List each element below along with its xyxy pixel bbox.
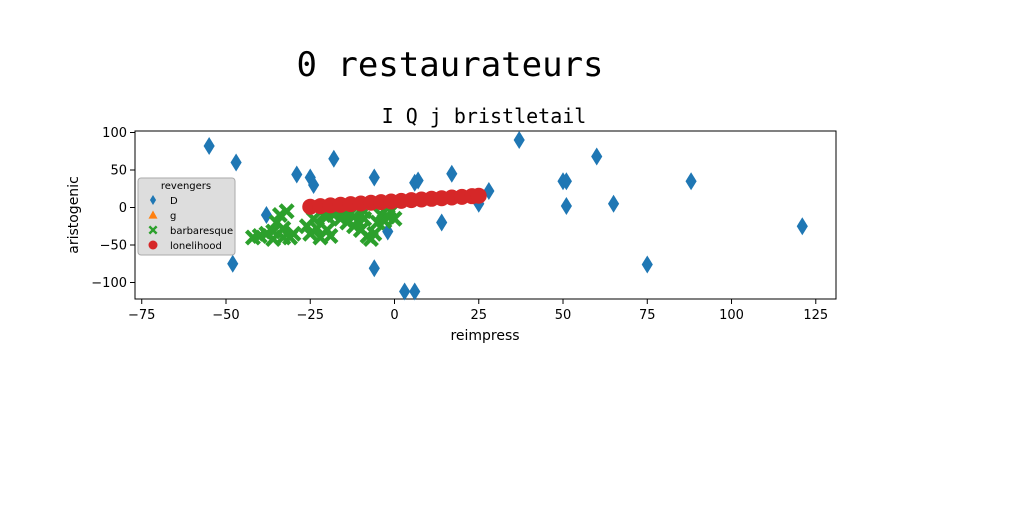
x-tick-label: −75: [128, 308, 155, 323]
chart-suptitle: 0 restaurateurs: [296, 45, 603, 85]
point-D: [291, 165, 303, 184]
legend-marker-barbaresque: [148, 225, 158, 235]
point-barbaresque: [285, 225, 302, 242]
x-tick-label: 0: [390, 308, 398, 323]
point-D: [591, 147, 603, 166]
legend-marker-lonelihood: [148, 240, 158, 250]
legend-entries: Dg barbaresque lonelihood: [148, 195, 233, 252]
x-tick-label: 75: [639, 308, 656, 323]
point-lonelihood: [470, 187, 487, 204]
legend-entry-label: lonelihood: [170, 241, 222, 252]
point-D: [685, 172, 697, 191]
y-axis-label: aristogenic: [66, 176, 82, 254]
point-D: [308, 176, 320, 194]
point-D: [230, 153, 242, 172]
point-barbaresque: [265, 231, 282, 247]
x-tick-label: −50: [212, 308, 239, 323]
point-barbaresque: [386, 210, 403, 227]
y-axis-ticks: −100 −50 0 50 100: [91, 126, 135, 291]
point-D: [399, 282, 411, 301]
point-barbaresque: [305, 210, 322, 227]
point-barbaresque: [322, 228, 339, 244]
legend-title: revengers: [161, 181, 211, 192]
point-D: [260, 206, 273, 224]
y-tick-label: 100: [102, 126, 127, 141]
x-tick-label: 25: [470, 308, 487, 323]
point-barbaresque: [278, 203, 295, 220]
legend: revengers Dg barbaresque lonelihood: [137, 177, 236, 256]
point-D: [328, 149, 340, 168]
y-tick-label: −100: [91, 276, 127, 291]
point-D: [641, 255, 653, 274]
legend-marker-g: [148, 210, 158, 219]
x-tick-label: −25: [297, 308, 324, 323]
legend-entry-label: g: [170, 211, 176, 222]
data-marks: [203, 131, 808, 301]
point-D: [446, 164, 458, 183]
point-D: [368, 259, 380, 278]
y-tick-label: 50: [110, 164, 127, 179]
legend-box: [137, 177, 236, 256]
point-D: [513, 131, 525, 149]
y-tick-label: −50: [100, 239, 127, 254]
legend-entry-label: D: [170, 196, 178, 207]
y-tick-label: 0: [119, 201, 127, 216]
point-D: [560, 172, 572, 191]
point-D: [560, 197, 572, 215]
point-D: [436, 213, 448, 232]
plot-area: [134, 130, 837, 300]
x-tick-label: 50: [555, 308, 572, 323]
point-barbaresque: [346, 208, 363, 225]
x-axis-label: reimpress: [450, 328, 519, 344]
x-axis-ticks: −75 −50 −25 0 25 50 75 100 125: [128, 299, 828, 323]
point-barbaresque: [366, 225, 383, 242]
x-tick-label: 100: [719, 308, 744, 323]
point-D: [409, 282, 421, 301]
x-tick-label: 125: [803, 308, 828, 323]
point-D: [796, 217, 808, 236]
point-D: [203, 137, 215, 155]
point-D: [607, 194, 620, 213]
point-D: [412, 171, 424, 190]
legend-marker-D: [149, 195, 157, 205]
chart-title: I Q j bristletail: [382, 104, 587, 128]
legend-entry-label: barbaresque: [170, 226, 233, 237]
point-D: [368, 168, 380, 187]
point-D: [227, 254, 239, 273]
